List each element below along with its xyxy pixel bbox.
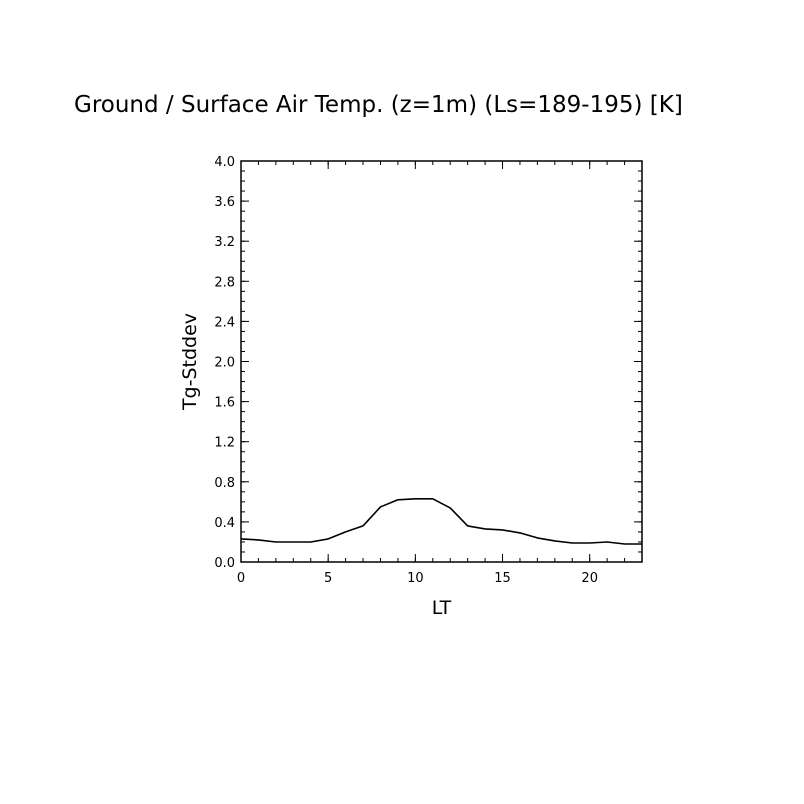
- x-tick-label: 0: [237, 571, 245, 586]
- chart-title: Ground / Surface Air Temp. (z=1m) (Ls=18…: [74, 92, 683, 118]
- y-tick-label: 1.6: [214, 396, 235, 411]
- plot-frame: [240, 160, 643, 563]
- y-tick-label: 2.0: [214, 356, 235, 371]
- y-tick-label: 1.2: [214, 436, 235, 451]
- x-tick-label: 10: [407, 571, 424, 586]
- y-tick-label: 0.0: [214, 556, 235, 571]
- series-group: [240, 497, 642, 545]
- tick-labels: 0 5 10 15 20 0.0 0.4 0.8 1.2 1.6 2.0 2.4 2.8 3.2 3.6 4.…: [214, 155, 598, 586]
- series-line-0: [240, 497, 642, 545]
- x-tick-label: 20: [581, 571, 598, 586]
- x-tick-label: 5: [324, 571, 332, 586]
- x-axis-label: LT: [432, 597, 452, 619]
- axis-ticks: [240, 160, 643, 563]
- x-tick-label: 15: [494, 571, 511, 586]
- y-tick-label: 2.8: [214, 275, 235, 290]
- y-tick-label: 4.0: [214, 155, 235, 170]
- y-tick-label: 3.2: [214, 235, 235, 250]
- y-tick-label: 3.6: [214, 195, 235, 210]
- y-axis-label: Tg-Stddev: [179, 313, 201, 411]
- y-tick-label: 0.4: [214, 516, 235, 531]
- y-tick-label: 0.8: [214, 476, 235, 491]
- y-tick-label: 2.4: [214, 315, 235, 330]
